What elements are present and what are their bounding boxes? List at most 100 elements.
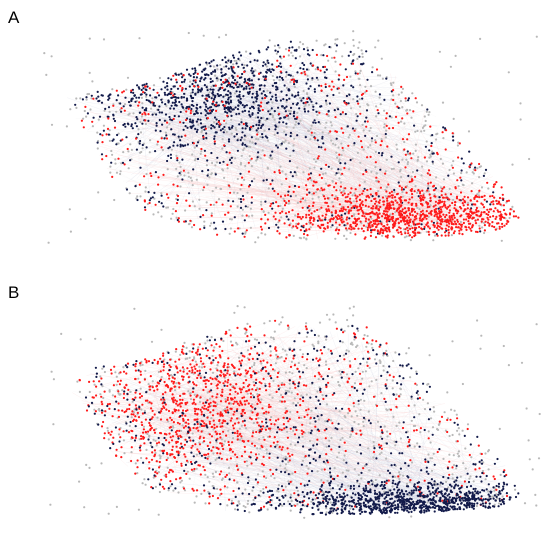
node-gray [481, 226, 484, 229]
node-gray [262, 116, 265, 119]
node-group-a [271, 84, 274, 87]
node-group-a [311, 77, 314, 80]
edge-b [305, 71, 424, 207]
node-group-b [391, 194, 394, 197]
node-group-b [364, 204, 367, 207]
edge-a [158, 78, 272, 179]
node-group-b [325, 201, 328, 204]
node-group-a [241, 232, 244, 235]
edge-a [67, 97, 335, 192]
node-group-a [192, 168, 195, 171]
node-gray [349, 75, 352, 78]
node-group-b [182, 74, 185, 77]
node-gray [394, 211, 397, 214]
node-group-a [192, 76, 195, 79]
node-group-b [242, 198, 245, 201]
node-group-a [197, 88, 200, 92]
edge-gray [188, 74, 340, 157]
node-group-b [498, 196, 502, 200]
node-group-b [486, 221, 490, 224]
node-group-b [101, 134, 104, 137]
node-gray [414, 149, 417, 152]
edge-a [145, 432, 446, 461]
node-group-a [257, 111, 260, 114]
node-gray [334, 42, 337, 45]
node-group-a [428, 149, 431, 152]
node-group-a [383, 98, 386, 101]
edge-b [198, 196, 284, 211]
node-group-b [445, 224, 448, 227]
edge-gray [151, 434, 219, 463]
node-gray [365, 225, 368, 228]
node-group-a [306, 49, 309, 52]
node-gray [403, 122, 406, 125]
node-group-a [288, 160, 291, 163]
node-group-b [396, 105, 399, 108]
node-group-b [176, 185, 179, 188]
edge-gray [359, 120, 406, 145]
node-group-b [383, 225, 386, 228]
edge-a [226, 382, 325, 392]
node-group-b [320, 206, 323, 209]
node-gray [213, 121, 216, 124]
node-group-a [289, 131, 292, 134]
node-gray [340, 142, 343, 145]
edge-b [286, 106, 416, 211]
node-gray [436, 132, 439, 135]
edge-a [219, 357, 263, 434]
node-gray [295, 174, 298, 177]
node-group-a [306, 78, 309, 81]
node-group-a [248, 87, 251, 90]
edge-gray [408, 414, 463, 473]
node-group-b [389, 204, 392, 207]
node-group-a [210, 124, 213, 127]
node-group-b [426, 206, 429, 209]
node-group-a [423, 227, 426, 230]
node-group-a [205, 105, 208, 108]
edge-a [204, 386, 255, 461]
edge-a [236, 139, 251, 231]
node-gray [375, 105, 378, 108]
node-group-a [180, 81, 184, 84]
node-group-a [296, 134, 299, 137]
node-group-b [304, 101, 307, 104]
node-group-a [212, 108, 215, 111]
node-group-a [191, 82, 194, 86]
edge-a [192, 367, 249, 510]
node-group-b [404, 166, 407, 169]
edge-gray [218, 158, 339, 173]
node-group-b [334, 182, 338, 185]
node-gray [417, 156, 420, 159]
node-group-a [173, 141, 176, 144]
node-group-a [230, 59, 233, 63]
node-group-b [194, 79, 197, 82]
node-gray [184, 209, 187, 212]
node-gray [205, 201, 208, 204]
node-group-b [450, 222, 454, 226]
edge-gray [366, 172, 440, 182]
node-group-b [436, 222, 439, 225]
node-group-b [391, 196, 394, 199]
edge-gray [279, 80, 401, 175]
node-group-b [487, 210, 490, 214]
node-gray [395, 143, 398, 146]
edge-a [142, 387, 178, 414]
edge-a [242, 70, 372, 188]
node-group-a [280, 90, 283, 93]
node-group-a [194, 81, 197, 84]
node-group-b [423, 214, 426, 217]
node-gray [480, 186, 484, 189]
node-group-b [476, 230, 479, 234]
edge-a [142, 89, 300, 223]
node-gray [450, 164, 453, 167]
node-group-b [308, 205, 311, 208]
edge-a [286, 120, 395, 163]
node-group-b [484, 220, 487, 223]
node-group-b [313, 218, 316, 221]
edge-a [130, 52, 310, 108]
node-group-a [352, 86, 355, 89]
node-group-b [342, 131, 345, 134]
node-group-a [207, 74, 210, 77]
edge-gray [241, 419, 484, 493]
node-group-b [493, 196, 496, 199]
